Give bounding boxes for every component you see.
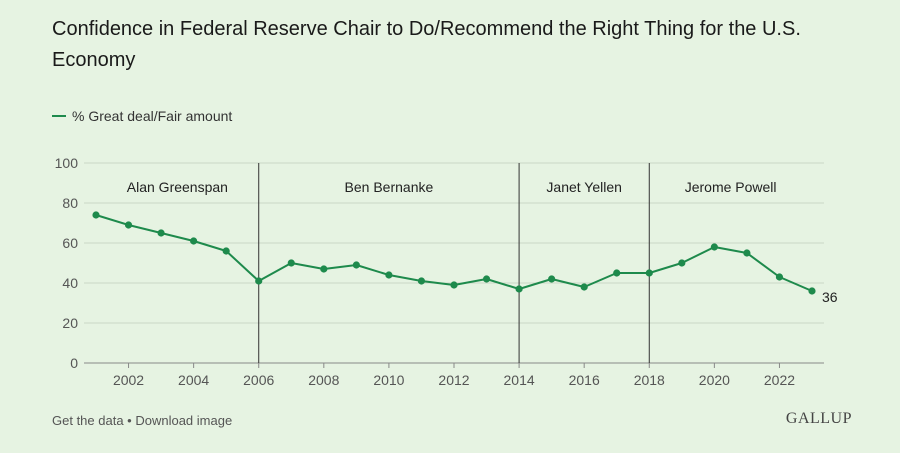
y-tick-label: 0 [70,355,78,371]
data-point [124,221,133,229]
series-line [95,214,813,292]
period-label: Jerome Powell [685,179,777,195]
data-point [287,259,295,267]
footer-links: Get the data • Download image [52,413,232,428]
y-tick-label: 60 [62,235,78,251]
data-point [515,285,523,293]
x-tick-label: 2020 [699,372,730,388]
data-point [222,247,230,255]
y-tick-label: 40 [62,275,78,291]
x-tick-label: 2012 [438,372,469,388]
line-chart: 0 20 40 60 80 100 2002 2004 2006 2008 2010 2012 2014… [55,155,838,388]
data-point [417,277,426,285]
data-point [352,261,360,269]
x-tick-label: 2006 [243,372,274,388]
end-value-label: 36 [822,289,838,305]
gallup-logo[interactable]: GALLUP [785,410,852,427]
data-point [450,281,458,289]
legend-label: % Great deal/Fair amount [72,108,233,124]
data-point [255,277,263,285]
data-point [580,283,588,291]
x-tick-label: 2022 [764,372,795,388]
data-point [92,211,100,219]
x-tick-label: 2016 [569,372,600,388]
x-tick-label: 2004 [178,372,209,388]
x-tick-label: 2008 [308,372,339,388]
data-point [710,243,718,251]
legend-swatch [52,115,66,117]
chart-legend: % Great deal/Fair amount [52,108,232,124]
footer-separator: • [123,413,136,428]
data-point [613,269,621,277]
y-tick-label: 100 [55,155,79,171]
data-point [645,269,653,277]
x-tick-label: 2010 [373,372,404,388]
period-label: Ben Bernanke [345,179,434,195]
data-point [808,287,816,295]
period-label: Janet Yellen [546,179,622,195]
x-tick-label: 2002 [113,372,144,388]
get-data-link[interactable]: Get the data [52,413,124,428]
data-point [320,265,328,273]
y-tick-label: 80 [62,195,78,211]
data-point [482,275,491,283]
data-point [157,229,165,237]
data-point [775,273,784,281]
x-tick-label: 2018 [634,372,665,388]
data-point [190,237,198,245]
download-image-link[interactable]: Download image [135,413,233,428]
data-point [678,259,686,267]
period-label: Alan Greenspan [127,179,228,195]
data-point [385,271,393,279]
y-tick-label: 20 [62,315,78,331]
x-tick-label: 2014 [504,372,535,388]
chart-title: Confidence in Federal Reserve Chair to D… [52,18,801,71]
data-point [548,275,556,283]
data-point [743,249,751,257]
